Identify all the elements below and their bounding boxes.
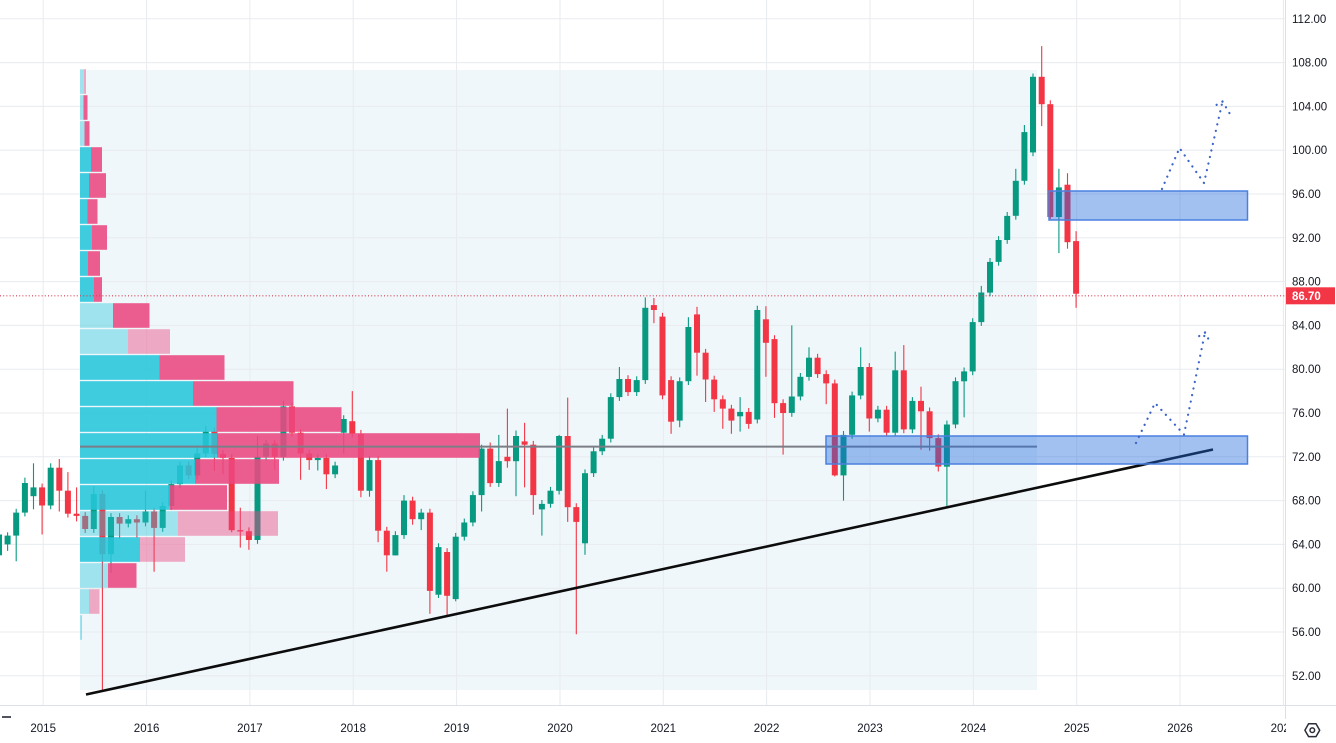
svg-text:2016: 2016: [134, 723, 160, 735]
svg-text:2019: 2019: [444, 723, 470, 735]
svg-text:60.00: 60.00: [1292, 583, 1321, 595]
svg-text:76.00: 76.00: [1292, 408, 1321, 420]
svg-text:2023: 2023: [857, 723, 883, 735]
svg-text:2022: 2022: [754, 723, 780, 735]
svg-text:86.70: 86.70: [1292, 291, 1321, 303]
svg-text:52.00: 52.00: [1292, 671, 1321, 683]
svg-text:2025: 2025: [1064, 723, 1090, 735]
svg-text:2020: 2020: [547, 723, 573, 735]
svg-text:56.00: 56.00: [1292, 627, 1321, 639]
svg-text:2018: 2018: [340, 723, 366, 735]
svg-text:112.00: 112.00: [1292, 14, 1326, 26]
svg-text:84.00: 84.00: [1292, 320, 1321, 332]
svg-text:2017: 2017: [237, 723, 263, 735]
svg-text:2015: 2015: [30, 723, 56, 735]
svg-text:80.00: 80.00: [1292, 364, 1321, 376]
svg-text:96.00: 96.00: [1292, 189, 1321, 201]
svg-text:108.00: 108.00: [1292, 58, 1327, 70]
svg-text:92.00: 92.00: [1292, 233, 1321, 245]
svg-text:2021: 2021: [651, 723, 677, 735]
svg-text:64.00: 64.00: [1292, 539, 1321, 551]
svg-text:72.00: 72.00: [1292, 452, 1321, 464]
svg-text:88.00: 88.00: [1292, 277, 1321, 289]
svg-text:2026: 2026: [1167, 723, 1193, 735]
svg-text:100.00: 100.00: [1292, 145, 1327, 157]
svg-text:68.00: 68.00: [1292, 496, 1321, 508]
svg-text:104.00: 104.00: [1292, 101, 1327, 113]
svg-text:2024: 2024: [961, 723, 987, 735]
